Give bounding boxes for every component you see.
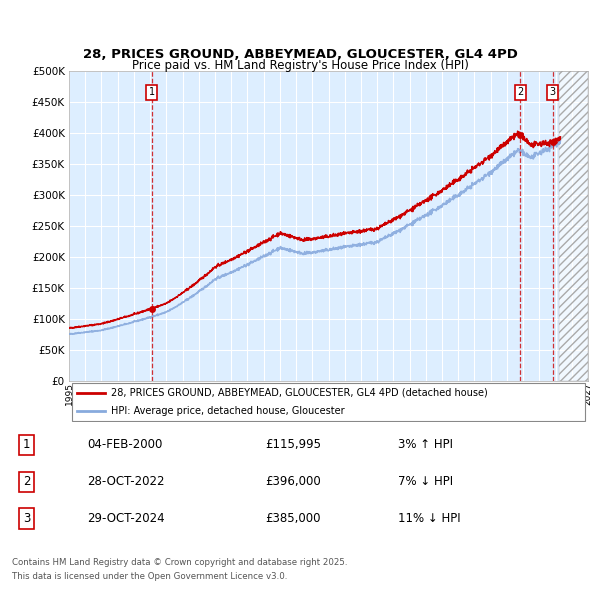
- Text: 3% ↑ HPI: 3% ↑ HPI: [398, 438, 453, 451]
- Text: 04-FEB-2000: 04-FEB-2000: [87, 438, 162, 451]
- Text: 28, PRICES GROUND, ABBEYMEAD, GLOUCESTER, GL4 4PD (detached house): 28, PRICES GROUND, ABBEYMEAD, GLOUCESTER…: [110, 388, 487, 398]
- Text: 7% ↓ HPI: 7% ↓ HPI: [398, 475, 453, 488]
- Text: 1: 1: [148, 87, 155, 97]
- Text: £385,000: £385,000: [265, 512, 321, 525]
- Text: 1: 1: [23, 438, 30, 451]
- Text: Contains HM Land Registry data © Crown copyright and database right 2025.: Contains HM Land Registry data © Crown c…: [12, 558, 347, 566]
- Text: 3: 3: [550, 87, 556, 97]
- Text: HPI: Average price, detached house, Gloucester: HPI: Average price, detached house, Glou…: [110, 407, 344, 417]
- Text: £396,000: £396,000: [265, 475, 321, 488]
- FancyBboxPatch shape: [71, 383, 586, 421]
- Text: £115,995: £115,995: [265, 438, 322, 451]
- Text: This data is licensed under the Open Government Licence v3.0.: This data is licensed under the Open Gov…: [12, 572, 287, 581]
- Text: 28-OCT-2022: 28-OCT-2022: [87, 475, 164, 488]
- Text: 11% ↓ HPI: 11% ↓ HPI: [398, 512, 461, 525]
- Text: 29-OCT-2024: 29-OCT-2024: [87, 512, 164, 525]
- Text: 28, PRICES GROUND, ABBEYMEAD, GLOUCESTER, GL4 4PD: 28, PRICES GROUND, ABBEYMEAD, GLOUCESTER…: [83, 48, 517, 61]
- Text: 3: 3: [23, 512, 30, 525]
- Text: Price paid vs. HM Land Registry's House Price Index (HPI): Price paid vs. HM Land Registry's House …: [131, 59, 469, 72]
- Text: 2: 2: [517, 87, 523, 97]
- Text: 2: 2: [23, 475, 30, 488]
